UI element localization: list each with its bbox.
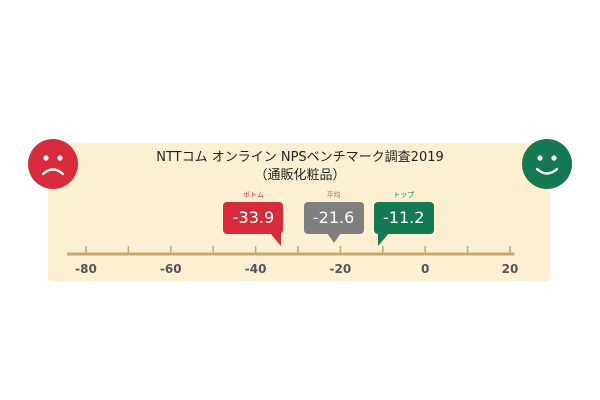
marker-bubble: -11.2 <box>373 202 434 246</box>
marker-pointer <box>269 232 282 246</box>
tick-label: 20 <box>502 262 519 276</box>
tick-label: -20 <box>330 262 352 276</box>
marker-pointer <box>377 232 390 246</box>
marker-label: トップ <box>393 191 415 199</box>
marker-label: ボトム <box>242 191 264 199</box>
marker-value: -21.6 <box>312 208 355 227</box>
marker-value: -33.9 <box>232 208 275 227</box>
marker-bubble: -21.6 <box>303 202 364 243</box>
marker-pointer <box>326 233 341 243</box>
marker-value: -11.2 <box>383 208 425 227</box>
tick-label: -40 <box>245 262 267 276</box>
chart-subtitle: （通販化粧品） <box>254 168 346 183</box>
chart-panel <box>48 143 550 281</box>
tick-label: -80 <box>75 262 97 276</box>
marker-bubble: -33.9 <box>223 202 284 246</box>
sad-face-icon <box>28 139 78 189</box>
tick-label: -60 <box>160 262 182 276</box>
happy-face-icon <box>522 139 572 189</box>
chart-title: NTTコム オンライン NPSベンチマーク調査2019 <box>156 150 444 165</box>
tick-label: 0 <box>421 262 429 276</box>
marker-label: 平均 <box>326 191 341 199</box>
